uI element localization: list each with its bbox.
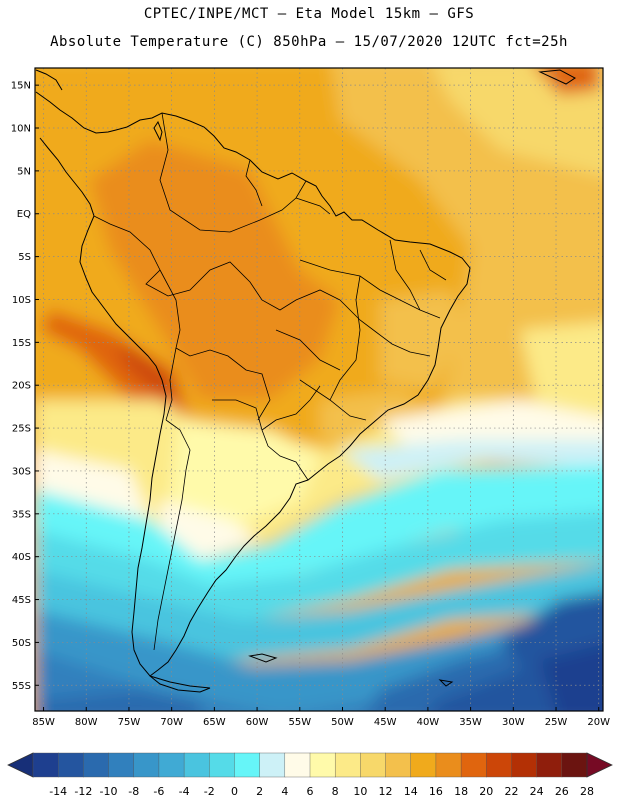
country-borders (93, 112, 447, 651)
lon-label: 50W (331, 717, 354, 728)
colorbar-swatch (183, 752, 210, 778)
colorbar-label: -6 (153, 785, 164, 798)
colorbar-swatch (158, 752, 185, 778)
colorbar-swatch (561, 752, 588, 778)
lon-label: 80W (75, 717, 98, 728)
colorbar-label: 16 (429, 785, 443, 798)
colorbar-swatch (259, 752, 286, 778)
colorbar-swatch (133, 752, 160, 778)
plot-frame (34, 67, 604, 712)
lon-label: 55W (288, 717, 311, 728)
colorbar-label: 2 (256, 785, 263, 798)
colorbar-swatch (435, 752, 462, 778)
colorbar-label: -10 (100, 785, 118, 798)
colorbar-label: -4 (179, 785, 190, 798)
colorbar-swatch (234, 752, 261, 778)
latitude-labels: 15N 10N 5N EQ 5S 10S 15S 20S 25S 30S 35S 40S 45S 50S 5… (11, 81, 39, 692)
colorbar: -14 -12 -10 -8 -6 -4 -2 0 2 4 6 8 10 12 14 16 18 20 22 24 26… (7, 752, 613, 798)
colorbar-label: 26 (555, 785, 569, 798)
lon-label: 35W (459, 717, 482, 728)
colorbar-label: 10 (353, 785, 367, 798)
lon-label: 85W (32, 717, 55, 728)
lat-label: 20S (12, 381, 31, 392)
lat-label: 5S (18, 252, 31, 263)
colorbar-label: 14 (404, 785, 418, 798)
lat-label: 15N (11, 81, 31, 92)
lat-label: 30S (12, 466, 31, 477)
coastlines (35, 69, 576, 693)
colorbar-under-arrow (7, 752, 34, 778)
lon-label: 45W (374, 717, 397, 728)
lon-label: 25W (545, 717, 568, 728)
colorbar-label: -14 (49, 785, 67, 798)
lon-label: 60W (246, 717, 269, 728)
colorbar-swatch (57, 752, 84, 778)
colorbar-swatch (460, 752, 487, 778)
lon-label: 20W (587, 717, 610, 728)
lat-label: 45S (12, 595, 31, 606)
colorbar-over-arrow (586, 752, 613, 778)
colorbar-label: 12 (379, 785, 393, 798)
map-title: CPTEC/INPE/MCT – Eta Model 15km – GFS (143, 6, 475, 22)
lon-label: 40W (417, 717, 440, 728)
colorbar-label: 8 (332, 785, 339, 798)
lat-label: EQ (17, 209, 31, 220)
longitude-labels: 85W 80W 75W 70W 65W 60W 55W 50W 45W 40W 35W 30W 25W 2… (32, 707, 610, 728)
lat-label: 10S (12, 295, 31, 306)
colorbar-swatch (309, 752, 336, 778)
colorbar-label: 22 (504, 785, 518, 798)
colorbar-label: -12 (74, 785, 92, 798)
colorbar-label: 28 (580, 785, 594, 798)
lon-label: 75W (118, 717, 141, 728)
colorbar-swatch (108, 752, 135, 778)
colorbar-swatch (209, 752, 235, 778)
colorbar-swatch (334, 752, 361, 778)
lon-label: 70W (160, 717, 183, 728)
lat-label: 25S (12, 424, 31, 435)
colorbar-label: 0 (231, 785, 238, 798)
colorbar-label: 18 (454, 785, 468, 798)
lat-label: 55S (12, 681, 31, 692)
colorbar-swatch (360, 752, 387, 778)
colorbar-swatch (486, 752, 512, 778)
colorbar-swatch (32, 752, 59, 778)
temperature-field (35, 68, 603, 711)
map-subtitle: Absolute Temperature (C) 850hPa – 15/07/… (50, 34, 568, 50)
colorbar-swatch (284, 752, 311, 778)
lon-label: 65W (203, 717, 226, 728)
colorbar-label: 6 (307, 785, 314, 798)
lat-label: 5N (17, 166, 31, 177)
colorbar-label: -2 (204, 785, 215, 798)
lon-label: 30W (502, 717, 525, 728)
colorbar-swatch (536, 752, 563, 778)
colorbar-swatch (83, 752, 110, 778)
colorbar-swatch (410, 752, 437, 778)
lat-label: 10N (11, 124, 31, 135)
lat-label: 35S (12, 509, 31, 520)
colorbar-swatch (511, 752, 538, 778)
colorbar-label: 24 (530, 785, 544, 798)
lat-label: 15S (12, 338, 31, 349)
colorbar-label: -8 (128, 785, 139, 798)
lat-label: 40S (12, 552, 31, 563)
colorbar-swatch (385, 752, 412, 778)
lat-label: 50S (12, 638, 31, 649)
lat-lon-grid (35, 68, 603, 711)
colorbar-label: 20 (479, 785, 493, 798)
colorbar-label: 4 (281, 785, 288, 798)
